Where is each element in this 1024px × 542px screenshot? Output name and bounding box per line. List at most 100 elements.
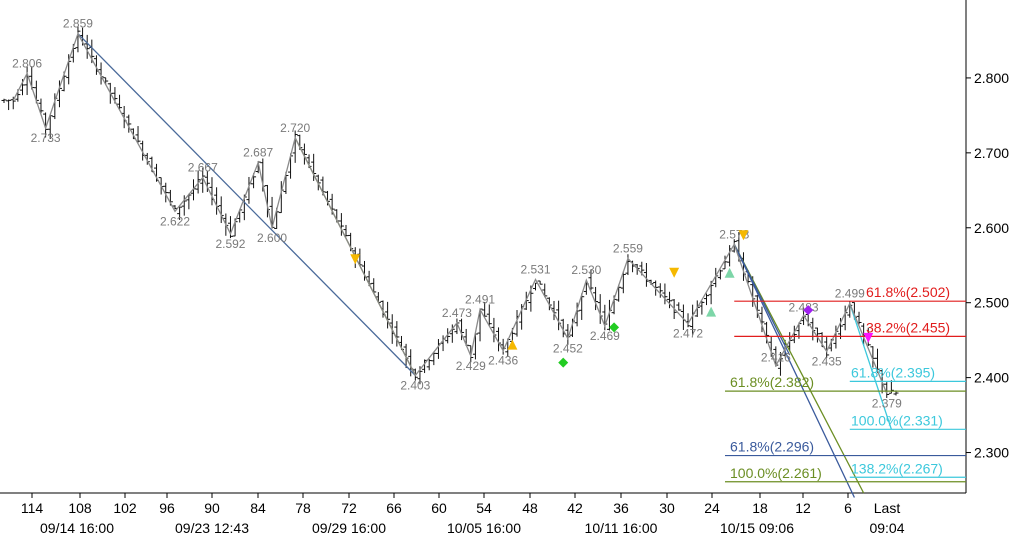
ohlc-bar [717,269,723,280]
swing-label: 2.687 [243,146,273,160]
ohlc-bar [713,267,719,288]
x-tick-label: 90 [204,500,220,516]
ohlc-bar [117,94,123,111]
ohlc-bar [754,294,760,318]
ohlc-bar [482,301,488,318]
swing-label: 2.416 [761,351,791,365]
ohlc-bar [486,304,492,327]
swing-label: 2.491 [465,292,495,306]
swing-label: 2.469 [590,329,620,343]
x-axis-ticks: 114 108 102 96 90 84 78 72 66 60 54 48 42 36 30 24 18 12 6… [21,493,905,536]
ohlc-bar [870,346,876,368]
y-tick-label: 2.700 [974,145,1009,161]
swing-label: 2.483 [789,300,819,314]
ohlc-bar [163,182,169,203]
ohlc-bar [140,140,146,161]
fib-label: 138.2%(2.267) [851,460,943,476]
ohlc-bar [343,224,349,237]
diamond-marker [558,357,569,368]
triangle-down-marker [738,230,749,241]
fib-label: 100.0%(2.331) [851,412,943,428]
ohlc-bar [722,255,728,270]
x-tick-label: 84 [250,500,266,516]
trendline [849,303,892,430]
x-date-label: 09/14 16:00 [40,520,114,536]
swing-label: 2.379 [872,396,902,410]
swing-label: 2.806 [12,56,42,70]
x-tick-label: 66 [386,500,402,516]
ohlc-bar [459,318,465,341]
ohlc-bar [537,280,543,285]
x-date-label: 09/29 16:00 [312,520,386,536]
x-tick-label: 36 [613,500,629,516]
triangle-up-marker [724,267,735,278]
x-tick-label: 30 [659,500,675,516]
swing-label: 2.429 [456,359,486,373]
swing-label: 2.435 [812,354,842,368]
ohlc-bar [616,284,622,302]
x-tick-label: 108 [68,500,92,516]
triangle-down-marker [350,254,361,265]
ohlc-bar [394,321,400,347]
x-date-label: 09/23 12:43 [175,520,249,536]
triangle-down-marker [863,332,874,343]
ohlc-bar [699,300,705,315]
ohlc-bar [6,99,12,111]
x-date-label: 09:04 [869,520,904,536]
fib-levels: 61.8%(2.502) 38.2%(2.455) 61.8%(2.382) 61.8… [724,284,966,483]
ohlc-bar [181,195,187,216]
signal-markers [350,230,874,368]
swing-label: 2.403 [400,378,430,392]
diamond-marker [609,322,620,333]
ohlc-bar [759,306,765,333]
x-tick-label: 60 [431,500,447,516]
ohlc-bar [704,293,710,306]
ohlc-bar [426,359,432,371]
swing-label: 2.531 [520,262,550,276]
ohlc-bar [884,382,890,398]
ohlc-bar [814,327,820,343]
ohlc-bar [856,311,862,325]
ohlc-bar [676,302,682,311]
x-tick-label: 24 [704,500,720,516]
fib-label: 61.8%(2.395) [851,364,935,380]
ohlc-bar [338,213,344,236]
ohlc-bar [43,112,49,138]
x-tick-label: 48 [522,500,538,516]
y-tick-label: 2.500 [974,295,1009,311]
zigzag-line [12,32,888,394]
ohlc-bar [177,206,183,220]
ohlc-bar [84,34,90,59]
ohlc-bar [620,271,626,294]
x-tick-label: 54 [476,500,492,516]
ohlc-bar [791,325,797,344]
ohlc-bar [519,304,525,330]
x-tick-label: 42 [567,500,583,516]
ohlc-bar [24,66,30,96]
swing-label: 2.667 [188,161,218,175]
fib-label: 61.8%(2.296) [730,439,814,455]
fib-label: 38.2%(2.455) [866,319,950,335]
trendline [733,243,791,356]
y-tick-label: 2.300 [974,445,1009,461]
ohlc-bar [431,352,437,366]
ohlc-bar [643,262,649,287]
x-date-label: 10/15 09:06 [720,520,794,536]
ohlc-bar [311,153,317,181]
ohlc-bar [75,26,81,53]
ohlc-bar [593,286,599,311]
swing-label: 2.559 [613,241,643,255]
trendline [733,243,865,494]
ohlc-bar [292,130,298,163]
trendline [733,243,855,498]
ohlc-bar [579,293,585,320]
ohlc-bar [371,278,377,293]
x-tick-label: 12 [795,500,811,516]
x-tick-label: 114 [21,500,44,516]
ohlc-bar [472,333,478,360]
y-tick-label: 2.800 [974,70,1009,86]
x-tick-label: Last [874,500,901,516]
swing-label: 2.592 [215,237,245,251]
y-axis-ticks: 2.800 2.700 2.600 2.500 2.400 2.300 [966,70,1009,461]
